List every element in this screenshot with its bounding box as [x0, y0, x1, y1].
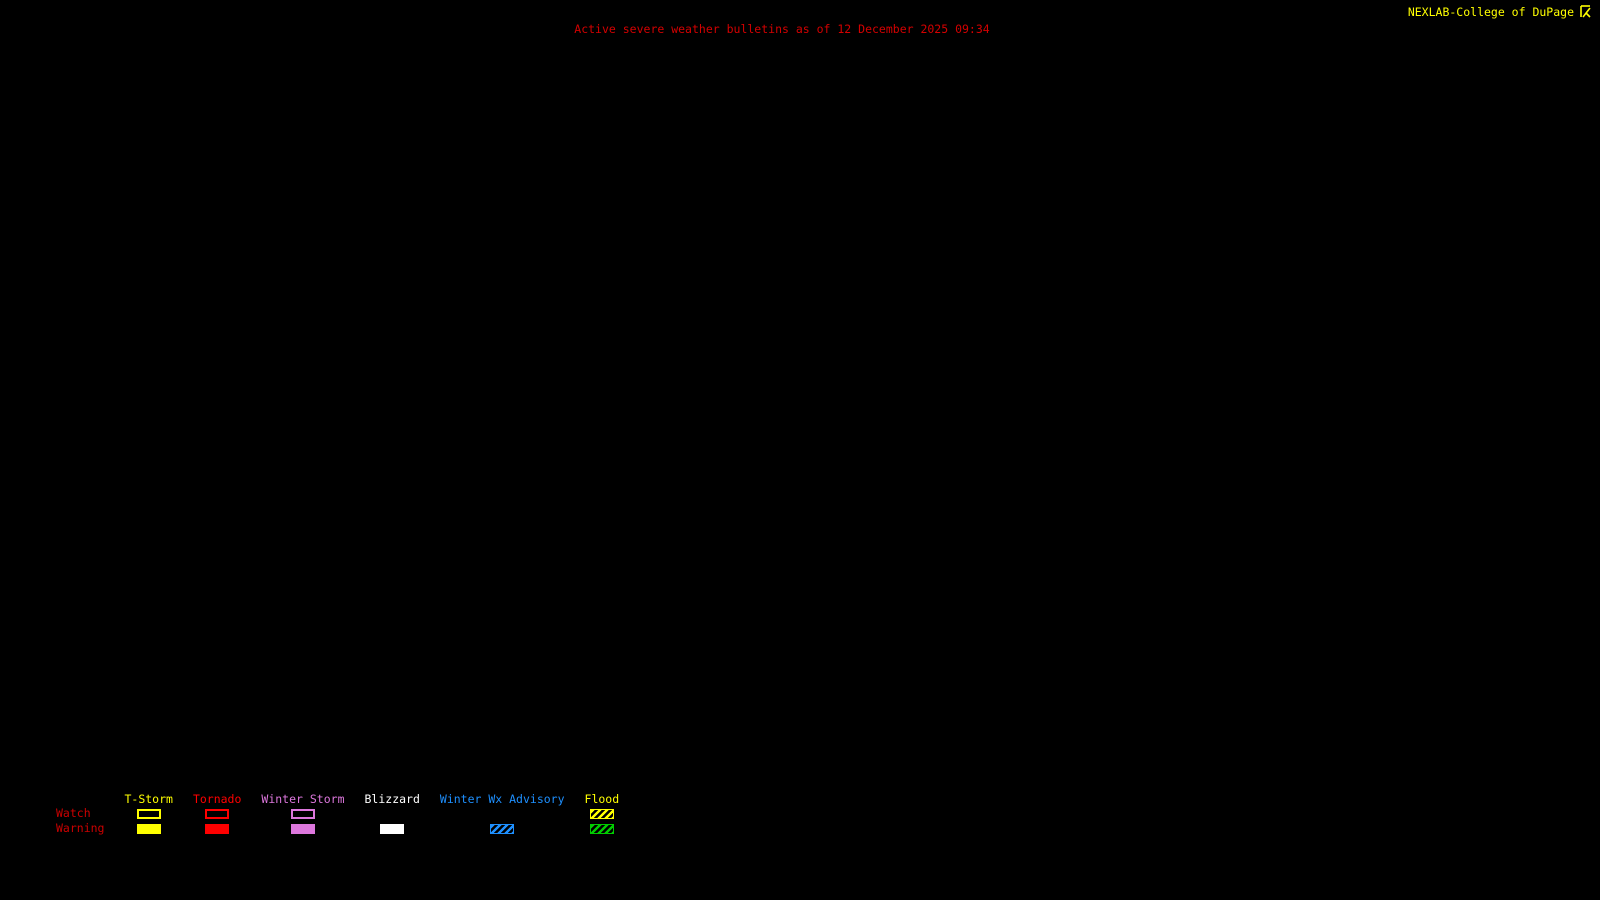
warning-swatch — [290, 823, 315, 834]
warning-swatch — [205, 823, 230, 834]
legend-column-label: T-Storm — [124, 792, 173, 806]
nexlab-logo-icon — [1580, 5, 1591, 18]
watch-cell — [490, 806, 514, 821]
warning-cell — [136, 821, 161, 836]
watch-swatch — [589, 808, 614, 819]
legend-column-label: Winter Wx Advisory — [439, 792, 565, 806]
legend-column: Winter Storm — [261, 792, 345, 836]
legend-column-label: Flood — [584, 792, 620, 806]
legend-column-label: Winter Storm — [261, 792, 345, 806]
branding: NEXLAB-College of DuPage — [1408, 4, 1592, 19]
legend-column-label: Tornado — [192, 792, 242, 806]
legend-column: Winter Wx Advisory — [440, 792, 565, 836]
warning-cell — [205, 821, 230, 836]
watch-cell — [290, 806, 315, 821]
warning-swatch — [380, 823, 405, 834]
bulletin-legend: Watch Warning T-Storm Tornado Winter Sto — [56, 792, 619, 836]
watch-cell — [589, 806, 614, 821]
watch-row-label: Watch — [56, 806, 91, 820]
legend-column: T-Storm — [124, 792, 173, 836]
legend-column: Blizzard — [365, 792, 420, 836]
warning-cell — [380, 821, 405, 836]
watch-swatch — [290, 808, 315, 819]
watch-swatch — [205, 808, 230, 819]
legend-column-label: Blizzard — [364, 792, 420, 806]
watch-cell — [136, 806, 161, 821]
page-title: Active severe weather bulletins as of 12… — [574, 22, 990, 36]
watch-cell — [380, 806, 404, 821]
watch-swatch — [136, 808, 161, 819]
watch-cell — [205, 806, 230, 821]
branding-text: NEXLAB-College of DuPage — [1407, 4, 1574, 19]
warning-cell — [290, 821, 315, 836]
warning-swatch — [589, 823, 614, 834]
warning-swatch — [490, 823, 515, 834]
legend-row-labels: Watch Warning — [56, 792, 104, 836]
legend-column: Flood — [584, 792, 620, 836]
warning-row-label: Warning — [56, 821, 105, 835]
warning-swatch — [136, 823, 161, 834]
warning-cell — [490, 821, 515, 836]
warning-cell — [589, 821, 614, 836]
legend-column: Tornado — [193, 792, 241, 836]
